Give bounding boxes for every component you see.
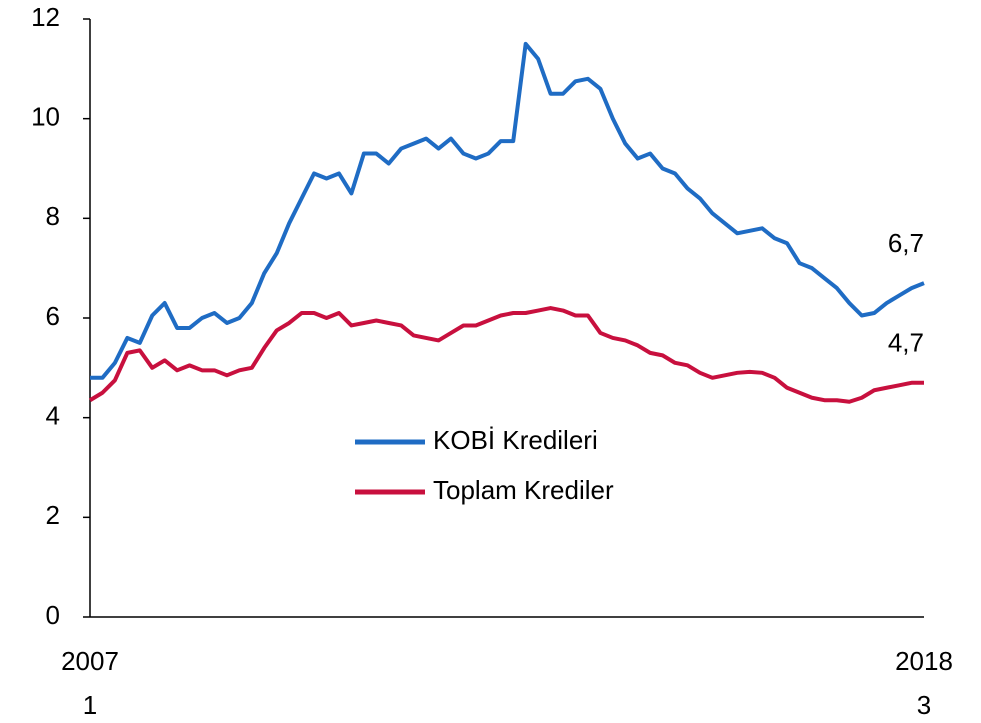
x-tick-label: 3 [917,690,931,720]
y-tick-label: 0 [46,600,60,630]
x-tick-label: 1 [83,690,97,720]
x-tick-label: 2018 [895,646,953,676]
data-label: 4,7 [888,328,924,358]
series-line [90,41,925,380]
x-tick-label: 2007 [61,646,119,676]
y-tick-label: 8 [46,201,60,231]
series-line [88,306,924,404]
y-tick-label: 4 [46,401,60,431]
y-tick-label: 10 [31,102,60,132]
y-tick-label: 12 [31,2,60,32]
y-tick-label: 6 [46,301,60,331]
y-tick-label: 2 [46,500,60,530]
data-label: 6,7 [888,228,924,258]
legend-label: KOBİ Kredileri [433,425,598,455]
legend-label: Toplam Krediler [433,475,614,505]
